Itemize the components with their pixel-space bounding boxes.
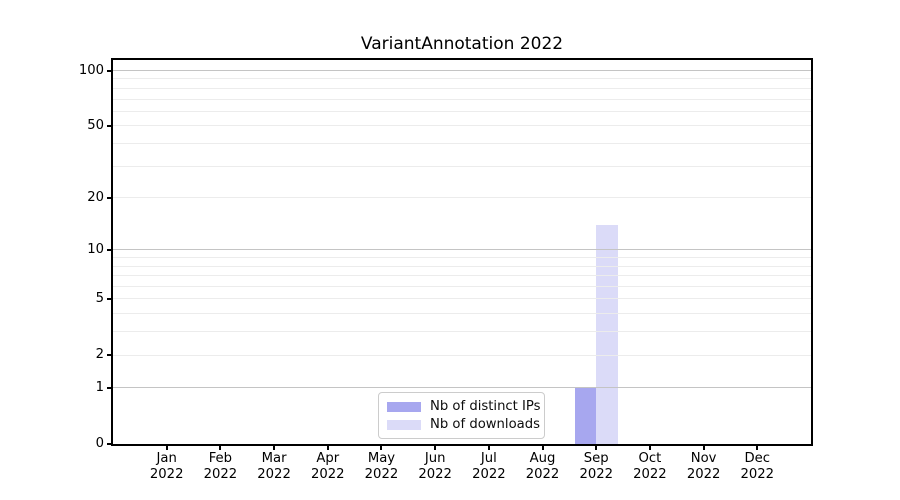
grid-line-minor (113, 165, 811, 167)
grid-line-major (113, 249, 811, 251)
x-axis-tick (702, 445, 705, 450)
grid-line-minor (113, 110, 811, 112)
plot-border (111, 58, 813, 446)
y-tick-label: 20 (87, 189, 104, 205)
grid-line-minor (113, 313, 811, 315)
grid-line-minor (113, 331, 811, 333)
x-tick-label: Jun 2022 (395, 451, 475, 482)
y-axis-tick (107, 443, 113, 445)
x-tick-label: Sep 2022 (556, 451, 636, 482)
x-axis-tick (756, 445, 759, 450)
x-tick-year: 2022 (257, 466, 291, 482)
x-tick-label: Oct 2022 (610, 451, 690, 482)
x-tick-month: Oct (638, 451, 662, 466)
x-tick-year: 2022 (686, 466, 721, 482)
y-axis-tick (107, 124, 113, 127)
legend-label-distinct-ips: Nb of distinct IPs (430, 399, 541, 414)
x-axis-tick (541, 445, 544, 450)
legend-swatch-downloads (387, 419, 421, 430)
x-tick-label: Jul 2022 (449, 451, 529, 482)
x-tick-label: Apr 2022 (288, 451, 368, 482)
legend-entry-downloads: Nb of downloads (387, 417, 544, 432)
legend-entry-distinct-ips: Nb of distinct IPs (387, 399, 544, 414)
x-axis-tick (595, 445, 598, 450)
x-tick-month: Feb (208, 451, 233, 466)
x-axis-tick (434, 445, 437, 450)
x-tick-year: 2022 (310, 466, 345, 482)
grid-line-minor (113, 265, 811, 267)
y-axis-tick (107, 354, 113, 357)
grid-line-minor (113, 354, 811, 356)
x-tick-label: Aug 2022 (503, 451, 583, 482)
x-tick-month: Mar (261, 451, 287, 466)
y-tick-label: 0 (95, 436, 104, 451)
chart-title: VariantAnnotation 2022 (360, 34, 564, 54)
x-tick-year: 2022 (203, 466, 238, 482)
x-tick-label: Mar 2022 (234, 451, 314, 482)
bar-distinct-ips (574, 387, 597, 444)
grid-line-minor (113, 142, 811, 144)
y-tick-label: 1 (95, 379, 104, 395)
x-tick-year: 2022 (364, 466, 399, 482)
y-axis-tick (107, 248, 113, 251)
x-tick-label: Nov 2022 (664, 451, 744, 482)
x-axis-tick (219, 445, 222, 450)
x-tick-label: Dec 2022 (717, 451, 797, 482)
x-axis-tick (273, 445, 276, 450)
grid-line-minor (113, 197, 811, 199)
y-tick-label: 10 (87, 241, 104, 257)
y-axis-tick (107, 196, 113, 199)
y-tick-label: 2 (95, 347, 104, 363)
x-tick-year: 2022 (579, 466, 613, 482)
grid-line-minor (113, 275, 811, 277)
y-tick-label: 50 (87, 117, 104, 133)
x-tick-year: 2022 (149, 466, 184, 482)
x-tick-month: Nov (690, 451, 717, 466)
x-axis-tick (487, 445, 490, 450)
x-tick-month: Dec (744, 451, 771, 466)
x-tick-year: 2022 (418, 466, 452, 482)
y-tick-label: 5 (95, 290, 104, 306)
grid-line-minor (113, 125, 811, 127)
grid-line-minor (113, 78, 811, 80)
legend: Nb of distinct IPs Nb of downloads (378, 392, 545, 439)
y-axis-tick (107, 69, 113, 72)
x-tick-year: 2022 (740, 466, 775, 482)
grid-line-major (113, 70, 811, 71)
x-axis-tick (326, 445, 329, 450)
grid-line-minor (113, 298, 811, 300)
x-tick-month: Aug (529, 451, 556, 466)
x-tick-month: Jun (424, 451, 446, 466)
x-tick-month: May (367, 451, 396, 466)
legend-swatch-distinct-ips (387, 401, 421, 412)
grid-line-minor (113, 286, 811, 288)
grid-line-minor (113, 98, 811, 100)
x-axis-tick (380, 445, 383, 450)
x-tick-label: Jan 2022 (127, 451, 207, 482)
x-tick-label: May 2022 (341, 451, 421, 482)
x-tick-label: Feb 2022 (180, 451, 260, 482)
legend-label-downloads: Nb of downloads (430, 417, 540, 432)
y-tick-label: 100 (78, 62, 104, 78)
y-axis-tick (107, 386, 113, 389)
x-tick-year: 2022 (472, 466, 506, 482)
x-axis-tick (648, 445, 651, 450)
x-tick-month: Jan (156, 451, 177, 466)
grid-line-major (113, 387, 811, 389)
x-tick-year: 2022 (633, 466, 667, 482)
x-axis-tick (165, 445, 168, 450)
grid-line-minor (113, 257, 811, 259)
x-tick-month: Sep (583, 451, 609, 466)
y-axis-tick (107, 297, 113, 300)
bar-downloads (596, 224, 618, 444)
x-tick-year: 2022 (525, 466, 560, 482)
x-tick-month: Apr (316, 451, 340, 466)
x-tick-month: Jul (480, 451, 497, 466)
grid-line-minor (113, 87, 811, 89)
